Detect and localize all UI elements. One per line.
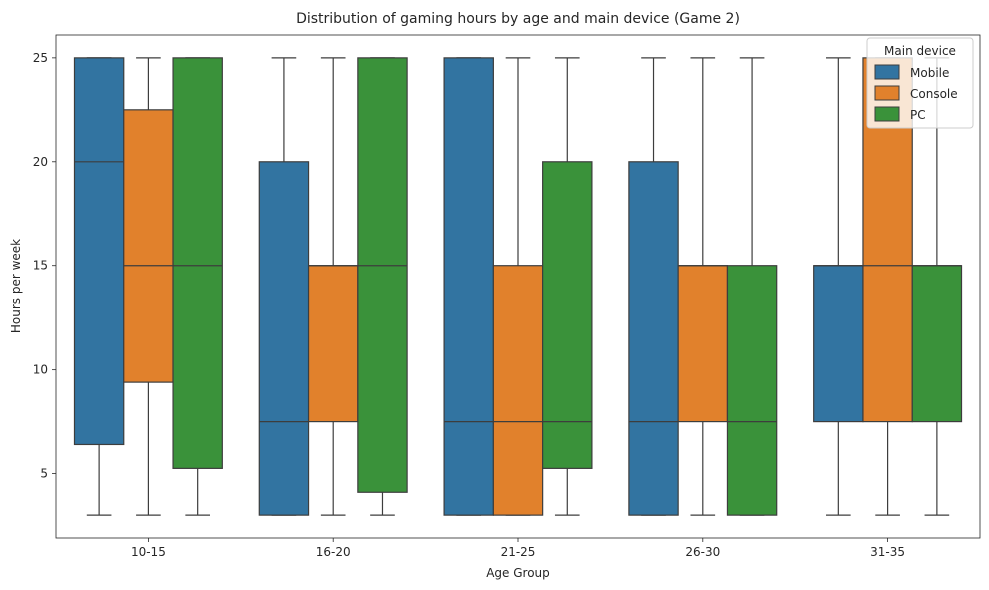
box-iqr: [73, 57, 125, 446]
legend-swatch-mobile: [874, 64, 900, 80]
box-console-21-25: [492, 57, 544, 516]
x-tick-label: 26-30: [685, 545, 720, 559]
legend-frame: [866, 37, 974, 129]
x-tick-label: 10-15: [131, 545, 166, 559]
box-pc-21-25: [542, 57, 593, 516]
y-axis-label: Hours per week: [9, 239, 23, 333]
box-iqr: [443, 57, 494, 516]
plot-area: [73, 57, 963, 516]
box-iqr: [123, 109, 174, 383]
x-tick-label: 16-20: [316, 545, 351, 559]
legend-title: Main device: [884, 44, 956, 58]
box-iqr: [677, 265, 729, 423]
box-iqr: [726, 265, 778, 516]
legend-label-mobile: Mobile: [910, 66, 949, 80]
box-mobile-10-15: [73, 57, 125, 516]
box-pc-10-15: [172, 57, 223, 516]
box-iqr: [172, 57, 223, 469]
x-tick-label: 31-35: [870, 545, 905, 559]
legend-label-console: Console: [910, 87, 958, 101]
box-iqr: [813, 265, 864, 423]
box-iqr: [542, 161, 593, 469]
box-mobile-16-20: [258, 57, 310, 516]
box-mobile-26-30: [628, 57, 679, 516]
box-console-16-20: [307, 57, 359, 516]
legend-swatch-console: [874, 85, 900, 101]
x-axis-label: Age Group: [486, 566, 550, 580]
box-mobile-31-35: [813, 57, 864, 516]
box-iqr: [492, 265, 544, 516]
y-tick-label: 5: [40, 467, 48, 481]
box-mobile-21-25: [443, 57, 494, 516]
box-pc-26-30: [726, 57, 778, 516]
y-axis: 5 10 15 20 25: [33, 51, 56, 481]
x-tick-label: 21-25: [501, 545, 536, 559]
box-iqr: [307, 265, 359, 423]
legend-label-pc: PC: [910, 108, 926, 122]
x-axis: 10-15 16-20 21-25 26-30 31-35: [131, 538, 905, 559]
box-iqr: [911, 265, 963, 423]
box-console-10-15: [123, 57, 174, 516]
box-iqr: [628, 161, 679, 516]
chart-title: Distribution of gaming hours by age and …: [296, 11, 740, 27]
box-console-26-30: [677, 57, 729, 516]
y-tick-label: 10: [33, 363, 48, 377]
box-iqr: [258, 161, 310, 516]
legend: Main device Mobile Console PC: [866, 37, 974, 129]
box-pc-31-35: [911, 57, 963, 516]
legend-swatch-pc: [874, 106, 900, 122]
y-tick-label: 25: [33, 51, 48, 65]
y-tick-label: 20: [33, 155, 48, 169]
y-tick-label: 15: [33, 259, 48, 273]
box-pc-16-20: [357, 57, 408, 516]
box-iqr: [357, 57, 408, 493]
